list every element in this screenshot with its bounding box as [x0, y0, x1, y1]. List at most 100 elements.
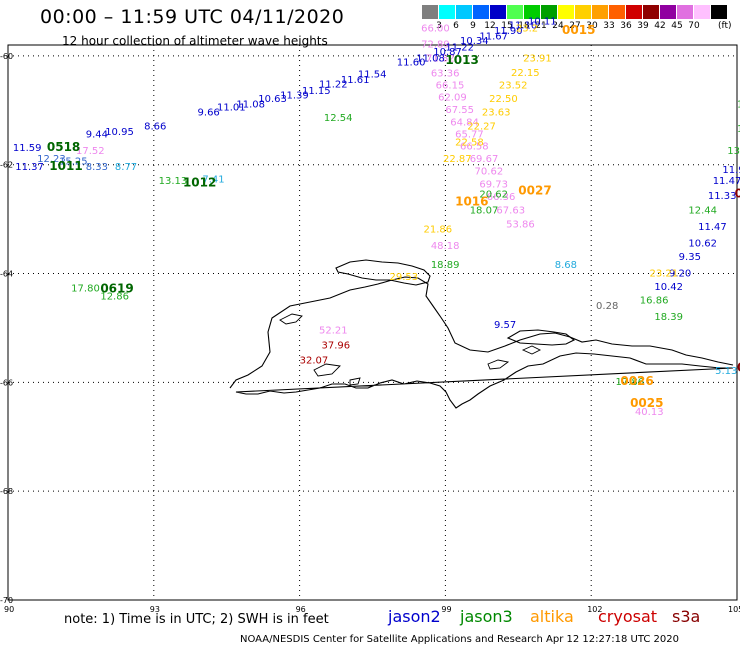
satellite-jason3: jason3: [460, 607, 513, 626]
swh-label-jason2: 11.90: [494, 26, 523, 37]
swh-label-red: 32.07: [300, 355, 329, 366]
coastline-inner: [279, 313, 542, 386]
swh-label-jason2: 9.35: [679, 252, 701, 263]
swh-label-jason3: 13.43: [727, 146, 740, 157]
swh-label-gray: 0.28: [596, 301, 618, 312]
swh-label-jason2: 9.66: [198, 108, 220, 119]
legend-swatch: [609, 5, 625, 19]
legend-label: 42: [654, 21, 666, 31]
legend-unit: (ft): [718, 21, 732, 31]
legend-swatch: [660, 5, 676, 19]
swh-label-pink: 67.55: [445, 105, 474, 116]
swh-label-pink: 66.36: [487, 192, 516, 203]
swh-label-pink: 48.18: [431, 241, 460, 252]
page-title: 00:00 – 11:59 UTC 04/11/2020: [40, 6, 345, 28]
swh-label-red: 37.96: [321, 341, 350, 352]
legend-label: 45: [671, 21, 683, 31]
coastline-island-east: [506, 329, 576, 346]
swh-label-jason2: 10.87: [433, 47, 462, 58]
legend-label: 27: [569, 21, 581, 31]
swh-label-cyan: 8.68: [555, 260, 577, 271]
swh-label-cyan: 5.13: [715, 366, 737, 377]
swh-label-jason2: 11.60: [397, 58, 426, 69]
swh-label-jason2: 11.96: [722, 165, 740, 176]
swh-label-jason2: 9.57: [494, 320, 516, 331]
time-label-altika: 0026: [620, 374, 653, 388]
time-label-altika: 0025: [630, 396, 663, 410]
swh-label-altika: 23.2: [516, 23, 538, 34]
swh-label-pink: 66.00: [421, 23, 450, 34]
lon-tick-label: 93: [150, 605, 160, 614]
swh-label-altika: 22.15: [511, 68, 540, 79]
legend-label: 15: [501, 21, 513, 31]
swh-label-jason3: 13.13: [159, 176, 188, 187]
lat-tick-label: -60: [0, 52, 13, 61]
legend-swatch: [439, 5, 455, 19]
legend-label: 18: [518, 21, 530, 31]
swh-label-jason2: 11.15: [302, 86, 331, 97]
swh-label-pink: 52.21: [319, 325, 348, 336]
swh-label-altika: 22.58: [455, 138, 484, 149]
time-label-jason3: 1011: [49, 159, 82, 173]
swh-label-jason2: 11.39: [280, 90, 309, 101]
swh-label-jason3: 18.07: [470, 206, 499, 217]
legend-label: 70: [688, 21, 700, 31]
lon-tick-label: 102: [587, 605, 602, 614]
swh-label-jason2: 9.44: [86, 130, 108, 141]
grid: 90 93 96 99 102 105 -60 -62 -64 -66 -68 -70: [0, 44, 740, 614]
legend-label: 9: [470, 21, 476, 31]
time-label-altika: 0015: [562, 23, 595, 37]
lon-tick-label: 105: [728, 605, 740, 614]
lat-tick-label: -70: [0, 596, 13, 605]
swh-label-pink: 40.13: [635, 407, 664, 418]
swh-label-jason2: 10.11: [528, 16, 557, 27]
swh-label-jason3: 18.39: [654, 312, 683, 323]
swh-label-jason2: 10.95: [105, 127, 134, 138]
swh-label-jason2: 11.10: [509, 21, 538, 32]
legend-swatch: [643, 5, 659, 19]
swh-label-cyan: 7.41: [202, 175, 224, 186]
swh-label-mixed: 8.33: [86, 162, 108, 173]
time-label-altika: 1016: [455, 195, 488, 209]
swh-label-jason2: 11.54: [358, 70, 387, 81]
credit-line: NOAA/NESDIS Center for Satellite Applica…: [240, 634, 679, 645]
swh-label-pink: 53.86: [506, 219, 535, 230]
legend-swatch: [558, 5, 574, 19]
swh-label-jason2: 11.47: [713, 176, 740, 187]
time-label-jason3: 0619: [100, 282, 133, 296]
swh-label-altika: 23.52: [499, 81, 528, 92]
swh-label-jason3: 18.89: [431, 260, 460, 271]
swh-label-jason2: 11.08: [236, 100, 265, 111]
lat-tick-label: -62: [0, 161, 13, 170]
legend-label: 39: [637, 21, 649, 31]
swh-label-jason2: 11.47: [698, 222, 727, 233]
lat-tick-label: -64: [0, 270, 13, 279]
swh-label-jason3: 20.62: [479, 189, 508, 200]
time-label-s3a: 0: [737, 360, 740, 374]
legend-swatch: [524, 5, 540, 19]
swh-label-jason2: 10.63: [258, 94, 287, 105]
legend-swatch: [422, 5, 438, 19]
legend-label: 33: [603, 21, 615, 31]
swh-label-jason2: 10.34: [460, 36, 489, 47]
swh-label-pink: 72.89: [421, 40, 450, 51]
legend-swatch: [626, 5, 642, 19]
swh-label-jason2: 11.61: [341, 75, 370, 86]
lat-tick-label: -66: [0, 378, 13, 387]
swh-label-cyan: 8.77: [115, 162, 137, 173]
swh-label-jason2: 11.22: [445, 42, 474, 53]
swh-label-jason3: 12.44: [688, 206, 717, 217]
legend-swatch: [473, 5, 489, 19]
satellite-altika: altika: [530, 607, 574, 626]
footnote: note: 1) Time is in UTC; 2) SWH is in fe…: [64, 612, 329, 627]
swh-label-pink: 69.67: [470, 154, 499, 165]
swh-label-mixed: 15.25: [59, 157, 88, 168]
swh-label-altika: 23.63: [482, 108, 511, 119]
map-frame: [7, 44, 738, 601]
legend-swatch: [711, 5, 727, 19]
swh-label-pink: 64.84: [450, 118, 479, 129]
swh-label-jason3: 12.75: [737, 124, 740, 135]
legend-label: 6: [453, 21, 459, 31]
